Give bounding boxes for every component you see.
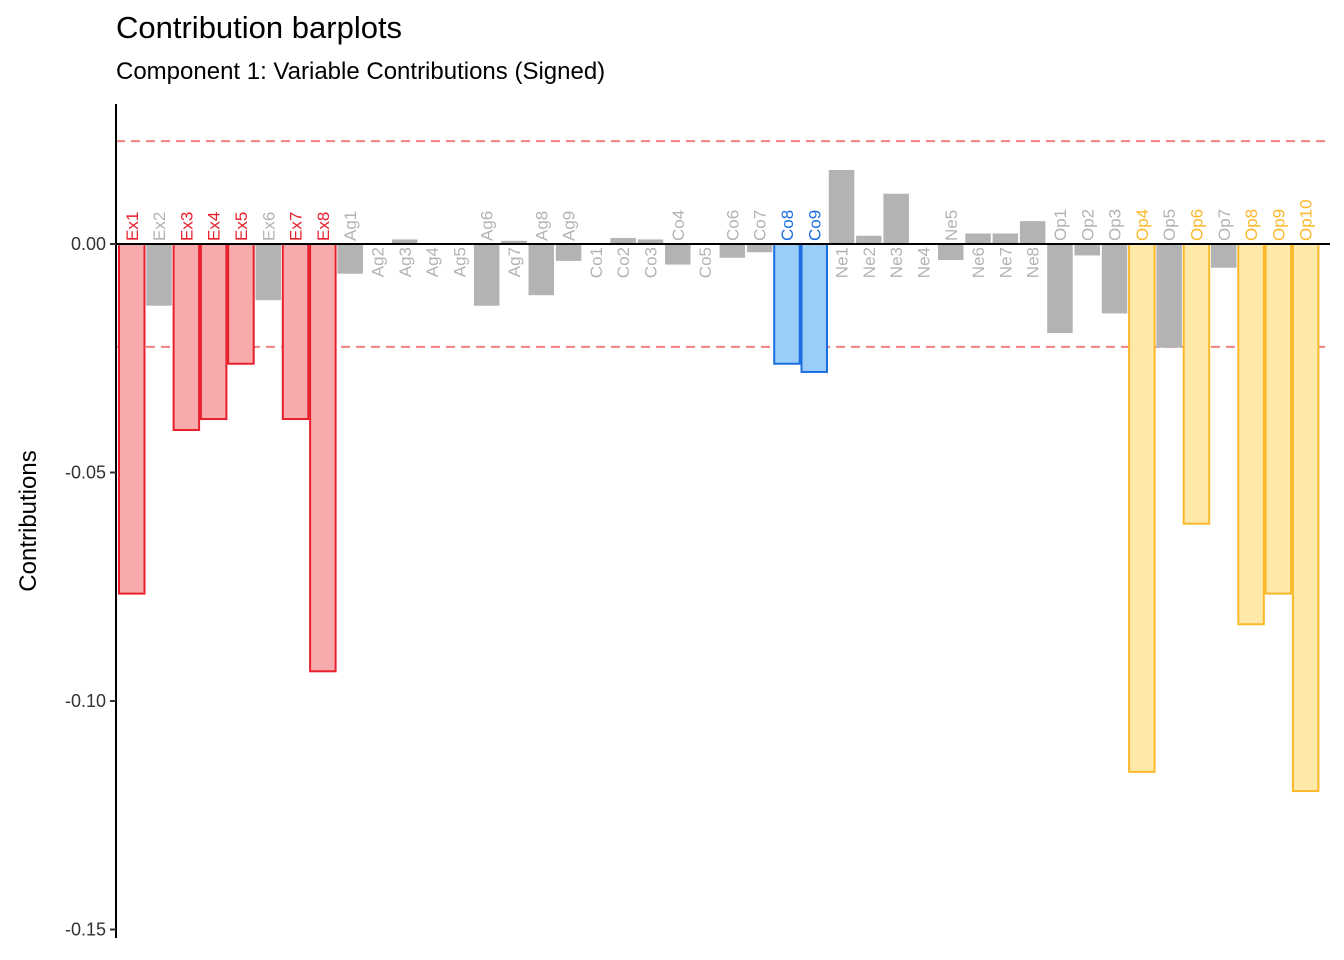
bar-label: Op5 xyxy=(1160,209,1179,241)
bar-label: Ne6 xyxy=(969,247,988,278)
bar-ex6 xyxy=(255,244,281,301)
bar-label: Op4 xyxy=(1133,209,1152,241)
bar-label: Co8 xyxy=(778,210,797,241)
bar-label: Ne8 xyxy=(1024,247,1043,278)
bar-label: Co6 xyxy=(723,210,742,241)
bar-ex5 xyxy=(227,243,255,365)
bar-label: Ag6 xyxy=(478,211,497,241)
bar-label: Op2 xyxy=(1078,209,1097,241)
bar-op10 xyxy=(1291,243,1320,793)
bar-label: Ex7 xyxy=(287,212,306,241)
bar-label: Ex1 xyxy=(123,212,142,241)
bar-label: Co4 xyxy=(669,210,688,241)
bar-op2 xyxy=(1074,244,1100,256)
bar-ne1 xyxy=(828,169,855,244)
bar-label: Ag1 xyxy=(341,211,360,241)
bar-co9 xyxy=(800,243,828,373)
bar-ne2 xyxy=(856,235,882,244)
bar-op7 xyxy=(1211,244,1237,268)
bar-label: Co5 xyxy=(696,247,715,278)
bar-ag6 xyxy=(473,244,500,306)
bar-label: Ag8 xyxy=(532,211,551,241)
bar-label: Ag3 xyxy=(396,247,415,277)
bar-label: Op7 xyxy=(1215,209,1234,241)
bar-label: Ag5 xyxy=(450,247,469,277)
bar-label: Co3 xyxy=(641,247,660,278)
bar-label: Ag9 xyxy=(560,211,579,241)
bar-label: Ex3 xyxy=(177,212,196,241)
bar-label: Ex4 xyxy=(205,212,224,241)
bar-label: Op9 xyxy=(1269,209,1288,241)
bar-op1 xyxy=(1047,244,1073,334)
bar-ag3 xyxy=(392,239,418,244)
bar-ex1 xyxy=(118,243,146,595)
bar-label: Ag7 xyxy=(505,247,524,277)
bar-ex8 xyxy=(309,243,337,673)
y-tick-label: -0.05 xyxy=(65,463,106,483)
bar-label: Co9 xyxy=(805,210,824,241)
bar-op4 xyxy=(1128,243,1156,773)
bar-label: Ag4 xyxy=(423,247,442,277)
bar-label: Ex6 xyxy=(259,212,278,241)
bar-op3 xyxy=(1101,244,1128,314)
bar-co2 xyxy=(610,238,636,244)
bar-ag1 xyxy=(337,244,363,274)
bar-ex3 xyxy=(172,243,201,431)
bar-label: Ne7 xyxy=(996,247,1015,278)
bar-label: Ne5 xyxy=(942,210,961,241)
bar-label: Op3 xyxy=(1106,209,1125,241)
bar-ne3 xyxy=(883,193,909,244)
y-axis-label: Contributions xyxy=(15,450,42,591)
bar-co3 xyxy=(637,239,664,244)
bar-co6 xyxy=(719,244,746,258)
bar-label: Ex5 xyxy=(232,212,251,241)
bar-co4 xyxy=(665,244,691,265)
bar-label: Ne3 xyxy=(887,247,906,278)
bar-label: Op8 xyxy=(1242,209,1261,241)
bar-ag7 xyxy=(501,240,527,244)
bar-ex4 xyxy=(199,243,228,421)
chart-subtitle: Component 1: Variable Contributions (Sig… xyxy=(116,58,606,85)
bar-label: Op1 xyxy=(1051,209,1070,241)
bar-ne6 xyxy=(965,233,991,244)
bar-ag8 xyxy=(528,244,554,296)
bar-label: Ne1 xyxy=(833,247,852,278)
bar-label: Ex2 xyxy=(150,212,169,241)
bar-label: Ag2 xyxy=(368,247,387,277)
chart-title: Contribution barplots xyxy=(116,10,403,45)
bar-op5 xyxy=(1156,244,1182,348)
bar-label: Ne2 xyxy=(860,247,879,278)
bar-label: Ne4 xyxy=(914,247,933,278)
bar-ne8 xyxy=(1019,221,1046,244)
bar-ne7 xyxy=(992,233,1019,244)
bar-label: Op6 xyxy=(1187,209,1206,241)
bar-op9 xyxy=(1264,243,1293,595)
bar-ne5 xyxy=(938,244,964,260)
bar-co7 xyxy=(746,244,773,253)
y-tick-label: -0.15 xyxy=(65,920,106,940)
bar-op6 xyxy=(1182,243,1211,525)
bar-co8 xyxy=(773,243,801,365)
bar-op8 xyxy=(1237,243,1265,626)
bar-label: Op10 xyxy=(1297,199,1316,241)
bar-ag9 xyxy=(555,244,582,261)
y-tick-label: -0.10 xyxy=(65,691,106,711)
bar-label: Co7 xyxy=(751,210,770,241)
y-tick-label: 0.00 xyxy=(71,234,106,254)
bar-label: Co1 xyxy=(587,247,606,278)
bar-ex7 xyxy=(281,243,310,421)
bar-label: Ex8 xyxy=(314,212,333,241)
bar-ex2 xyxy=(146,244,172,306)
bar-label: Co2 xyxy=(614,247,633,278)
